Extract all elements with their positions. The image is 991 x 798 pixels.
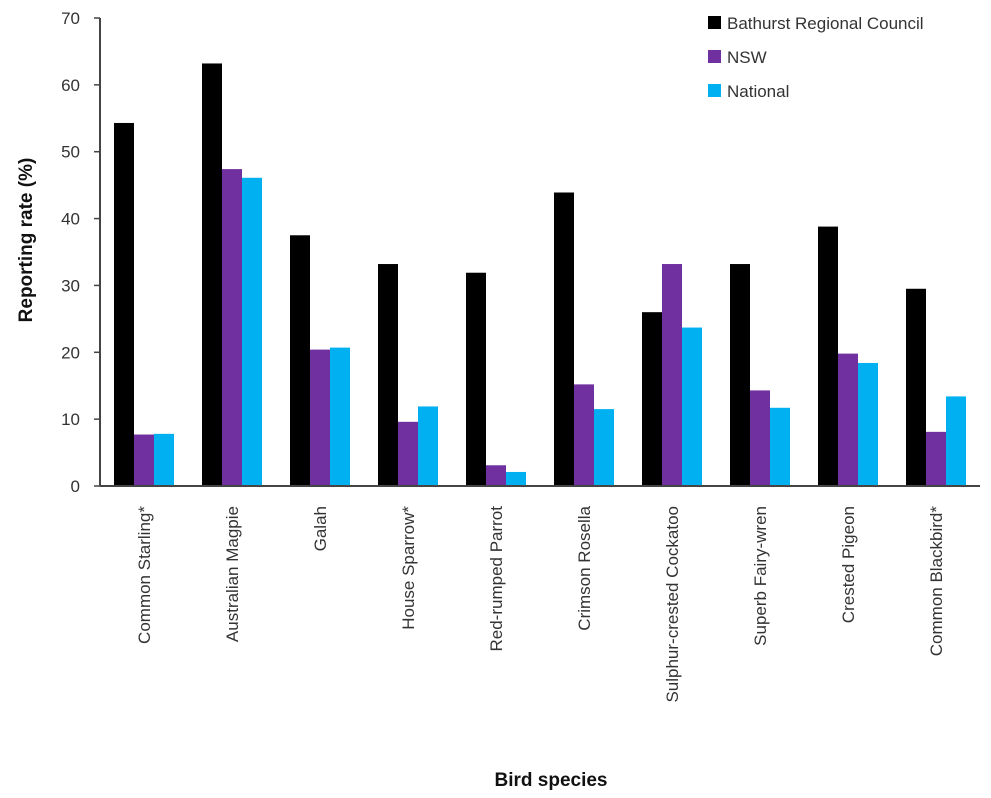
- y-tick-label: 30: [61, 276, 80, 295]
- x-category-label: Sulphur-crested Cockatoo: [663, 506, 682, 703]
- bar-national-8: [858, 362, 878, 486]
- x-category-label: Common Starling*: [135, 506, 154, 644]
- bar-national-4: [506, 471, 526, 486]
- x-category-label: Red-rumped Parrot: [487, 506, 506, 652]
- x-category-label: Common Blackbird*: [927, 506, 946, 657]
- bar-nsw-8: [838, 353, 858, 486]
- bar-bathurst-regional-council-5: [554, 192, 574, 487]
- x-category-label: House Sparrow*: [399, 506, 418, 630]
- bar-bathurst-regional-council-3: [378, 264, 398, 486]
- legend-label: NSW: [727, 48, 767, 67]
- bar-nsw-1: [222, 169, 242, 486]
- bar-national-1: [242, 177, 262, 486]
- bar-national-0: [154, 433, 174, 486]
- bar-national-5: [594, 409, 614, 486]
- bar-bathurst-regional-council-0: [114, 122, 134, 487]
- bar-nsw-4: [486, 465, 506, 486]
- bar-national-7: [770, 407, 790, 486]
- x-category-label: Australian Magpie: [223, 506, 242, 642]
- bar-national-9: [946, 396, 966, 486]
- bar-nsw-7: [750, 390, 770, 486]
- bar-bathurst-regional-council-8: [818, 226, 838, 486]
- legend-swatch: [708, 16, 721, 29]
- y-tick-label: 40: [61, 210, 80, 229]
- legend-label: Bathurst Regional Council: [727, 14, 924, 33]
- bar-nsw-6: [662, 264, 682, 486]
- bar-national-3: [418, 406, 438, 486]
- x-axis-category-labels: Common Starling* Australian Magpie Galah Ho…: [135, 505, 946, 702]
- bar-nsw-5: [574, 384, 594, 486]
- x-category-label: Crimson Rosella: [575, 505, 594, 630]
- y-tick-label: 50: [61, 143, 80, 162]
- bar-bathurst-regional-council-6: [642, 312, 662, 486]
- bar-bathurst-regional-council-9: [906, 288, 926, 486]
- y-tick-label: 70: [61, 9, 80, 28]
- y-tick-label: 10: [61, 410, 80, 429]
- bar-bathurst-regional-council-2: [290, 235, 310, 486]
- bar-national-6: [682, 327, 702, 486]
- bar-bathurst-regional-council-1: [202, 63, 222, 486]
- bar-nsw-3: [398, 421, 418, 486]
- y-axis-title: Reporting rate (%): [16, 158, 37, 323]
- y-tick-label: 0: [71, 477, 80, 496]
- bars-group: [114, 63, 966, 487]
- y-axis-ticks: 0 10 20 30 40 50 60 70: [61, 9, 100, 496]
- x-category-label: Superb Fairy-wren: [751, 506, 770, 646]
- legend-swatch: [708, 50, 721, 63]
- x-category-label: Crested Pigeon: [839, 506, 858, 623]
- bar-nsw-9: [926, 431, 946, 486]
- x-category-label: Galah: [311, 506, 330, 551]
- bar-national-2: [330, 347, 350, 486]
- legend-label: National: [727, 82, 789, 101]
- bar-nsw-2: [310, 349, 330, 486]
- bar-bathurst-regional-council-7: [730, 264, 750, 486]
- bar-nsw-0: [134, 434, 154, 486]
- y-tick-label: 60: [61, 76, 80, 95]
- legend-swatch: [708, 84, 721, 97]
- legend: Bathurst Regional Council NSW National: [708, 14, 924, 101]
- bar-bathurst-regional-council-4: [466, 272, 486, 486]
- x-axis-title: Bird species: [495, 770, 608, 791]
- y-tick-label: 20: [61, 343, 80, 362]
